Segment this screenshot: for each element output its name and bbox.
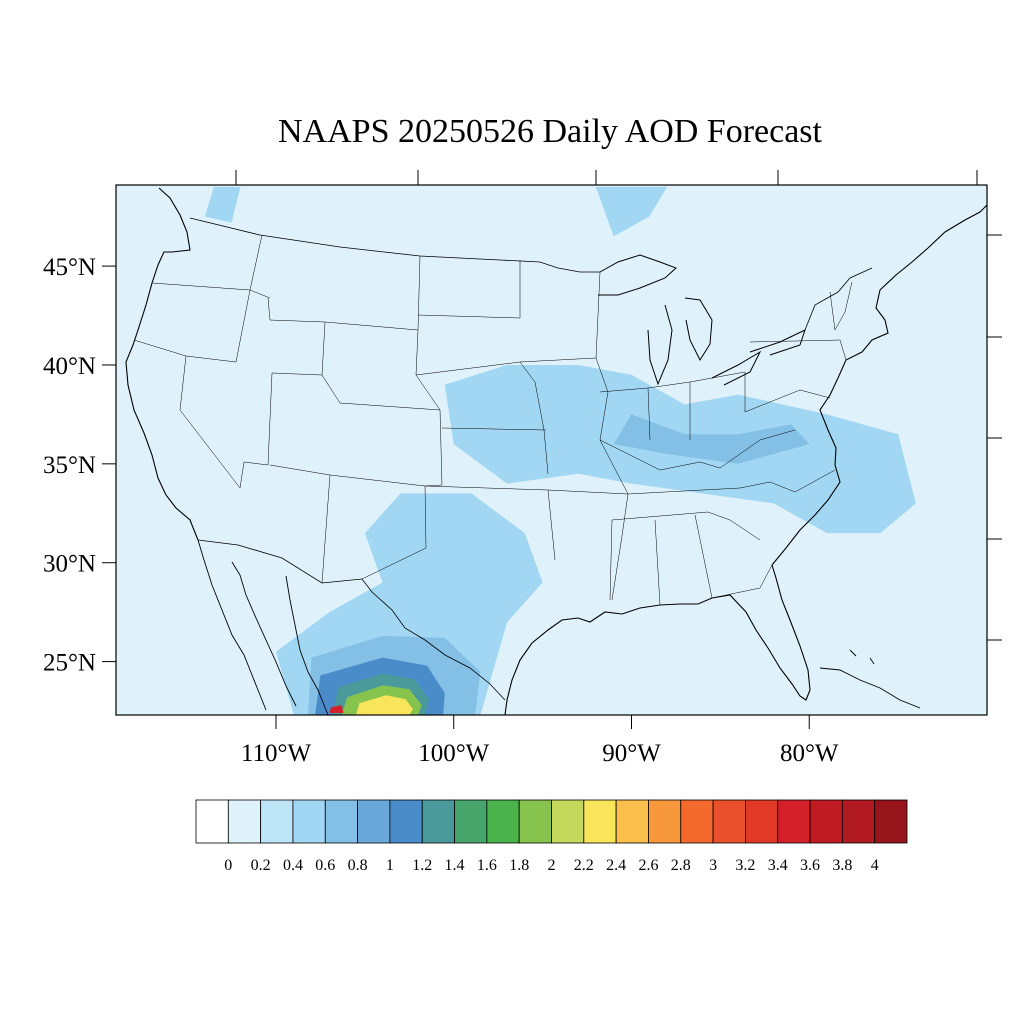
colorbar-label: 2.2: [574, 857, 594, 874]
frame-minor-ticks: [235, 170, 1002, 641]
lat-tick-label: 35°N: [43, 452, 96, 479]
colorbar-label: 1.6: [477, 857, 497, 874]
coastline-west: [125, 187, 199, 541]
colorbar-label: 3.8: [832, 857, 852, 874]
baja-california-coast: [197, 539, 297, 711]
colorbar-label: 1: [386, 857, 394, 874]
lon-tick-label: 110°W: [241, 740, 312, 767]
state-boundaries: [133, 234, 853, 606]
colorbar-label: 2.8: [671, 857, 691, 874]
colorbar-label: 0: [224, 857, 232, 874]
colorbar-label: 2.4: [606, 857, 626, 874]
colorbar-label: 3.4: [768, 857, 788, 874]
lat-tick-label: 45°N: [43, 254, 96, 281]
map-title: NAAPS 20250526 Daily AOD Forecast: [278, 113, 823, 150]
aod-patch-2: [595, 187, 667, 237]
aod-patch-10: [329, 705, 344, 713]
colorbar-swatch: [518, 799, 552, 844]
aod-colorbar: [195, 799, 908, 844]
colorbar-swatch: [648, 799, 682, 844]
colorbar-swatch: [745, 799, 779, 844]
colorbar-label: 2.6: [639, 857, 659, 874]
colorbar-swatch: [809, 799, 843, 844]
colorbar-label: 3.2: [735, 857, 755, 874]
colorbar-label: 0.2: [251, 857, 271, 874]
colorbar-label: 2: [548, 857, 556, 874]
colorbar-swatch: [777, 799, 811, 844]
us-mexico-border: [197, 539, 506, 701]
colorbar-swatch: [712, 799, 746, 844]
aod-patch-9: [356, 695, 413, 715]
colorbar-label: 0.6: [315, 857, 335, 874]
colorbar-swatch: [486, 799, 520, 844]
map-frame-border: [115, 184, 988, 716]
mexico-west-coast: [285, 575, 329, 715]
colorbar-label: 3.6: [800, 857, 820, 874]
aod-patch-3: [204, 187, 241, 223]
colorbar-label: 3: [709, 857, 717, 874]
longitude-ticks: 110°W 100°W 90°W 80°W: [241, 715, 839, 767]
colorbar-label: 0.8: [348, 857, 368, 874]
latitude-ticks: 45°N 40°N 35°N 30°N 25°N: [43, 254, 116, 677]
colorbar-swatch: [195, 799, 229, 844]
aod-colorbar-labels: 0 0.2 0.4 0.6 0.8 1 1.2 1.4 1.6 1.8 2 2.2 2.4 2.6 2.8 3…: [224, 857, 878, 874]
colorbar-label: 0.4: [283, 857, 303, 874]
colorbar-swatch: [551, 799, 585, 844]
colorbar-swatch: [680, 799, 714, 844]
colorbar-swatch: [874, 799, 908, 844]
lat-tick-label: 30°N: [43, 551, 96, 578]
colorbar-swatch: [292, 799, 326, 844]
political-boundaries: [125, 187, 987, 715]
colorbar-swatch: [357, 799, 391, 844]
lat-tick-label: 25°N: [43, 650, 96, 677]
atlantic-coast: [771, 204, 987, 566]
colorbar-label: 1.8: [509, 857, 529, 874]
colorbar-swatch: [389, 799, 423, 844]
colorbar-swatch: [615, 799, 649, 844]
colorbar-swatch: [260, 799, 294, 844]
great-lakes: [598, 254, 806, 386]
colorbar-swatch: [227, 799, 262, 844]
aod-field: [204, 187, 916, 715]
colorbar-swatch: [454, 799, 488, 844]
colorbar-swatch: [583, 799, 617, 844]
colorbar-swatch: [841, 799, 876, 844]
canada-border: [189, 217, 873, 331]
lat-tick-label: 40°N: [43, 353, 96, 380]
colorbar-swatch: [324, 799, 358, 844]
lon-tick-label: 80°W: [780, 740, 839, 767]
colorbar-label: 1.2: [412, 857, 432, 874]
lon-tick-label: 90°W: [602, 740, 661, 767]
colorbar-label: 1.4: [445, 857, 465, 874]
colorbar-swatch: [421, 799, 455, 844]
cuba-bahamas: [819, 649, 921, 709]
lon-tick-label: 100°W: [418, 740, 489, 767]
aod-patch-4: [613, 414, 810, 464]
colorbar-label: 4: [871, 857, 879, 874]
